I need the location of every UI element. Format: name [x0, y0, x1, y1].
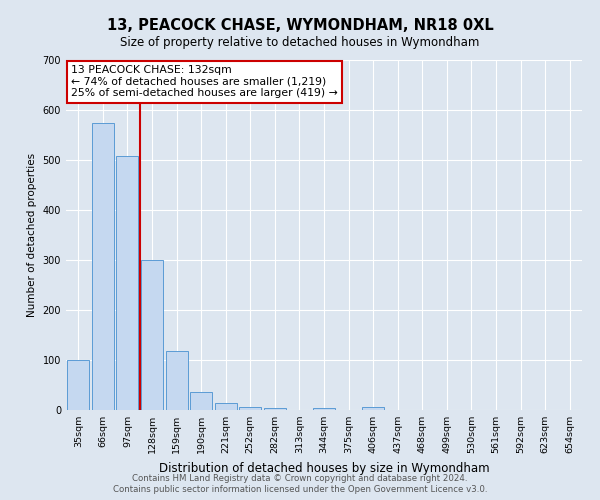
Bar [92, 122, 114, 410]
Bar [190, 392, 212, 410]
Bar [166, 351, 188, 410]
Bar [362, 406, 384, 410]
Bar [67, 360, 89, 410]
Bar [215, 402, 237, 410]
Text: 13 PEACOCK CHASE: 132sqm
← 74% of detached houses are smaller (1,219)
25% of sem: 13 PEACOCK CHASE: 132sqm ← 74% of detach… [71, 66, 338, 98]
Text: 13, PEACOCK CHASE, WYMONDHAM, NR18 0XL: 13, PEACOCK CHASE, WYMONDHAM, NR18 0XL [107, 18, 493, 32]
Bar [116, 156, 139, 410]
Text: Size of property relative to detached houses in Wymondham: Size of property relative to detached ho… [121, 36, 479, 49]
Bar [141, 260, 163, 410]
X-axis label: Distribution of detached houses by size in Wymondham: Distribution of detached houses by size … [158, 462, 490, 474]
Text: Contains HM Land Registry data © Crown copyright and database right 2024.
Contai: Contains HM Land Registry data © Crown c… [113, 474, 487, 494]
Bar [313, 408, 335, 410]
Bar [239, 406, 262, 410]
Bar [264, 408, 286, 410]
Y-axis label: Number of detached properties: Number of detached properties [27, 153, 37, 317]
